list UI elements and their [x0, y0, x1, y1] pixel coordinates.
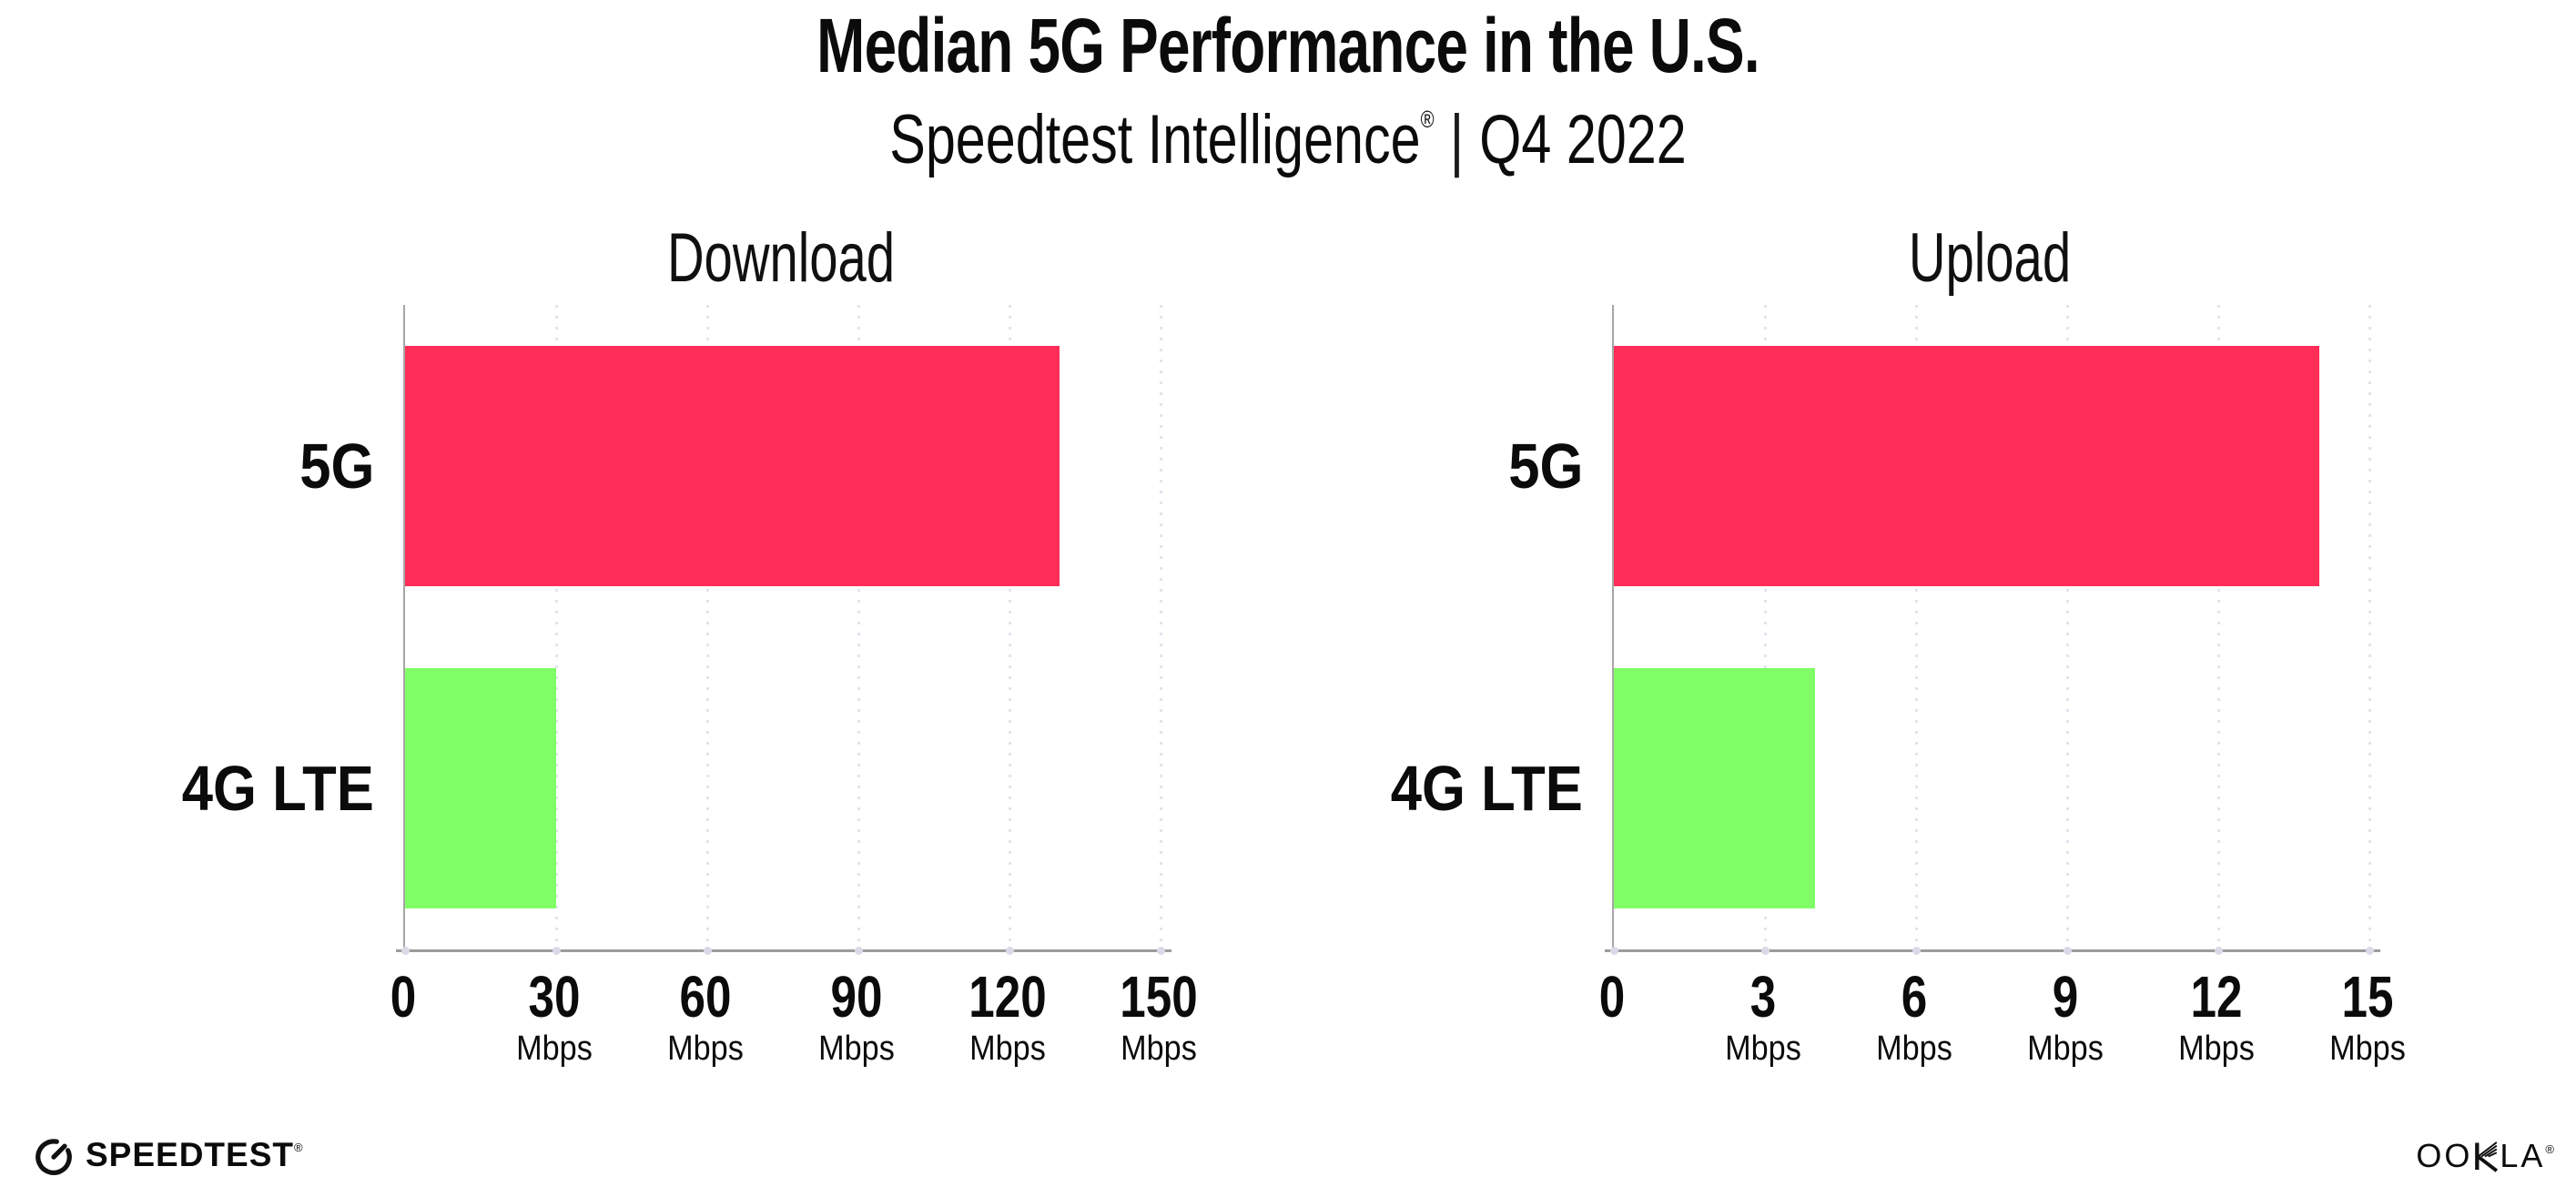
- subtitle-period: Q4 2022: [1479, 101, 1687, 178]
- upload-x-axis-ticks: 0 3 Mbps 6 Mbps 9 Mbps 12 Mbps 15 Mbps: [1599, 967, 2406, 1094]
- axis-tick-dot-120: [1005, 947, 1014, 955]
- 5g-download-bar: [405, 346, 1060, 586]
- tick-value-150: 150: [1120, 964, 1198, 1030]
- download-x-axis-line: [396, 949, 1171, 952]
- gridline-9-mbps: [2065, 305, 2069, 949]
- page-title: Median 5G Performance in the U.S.: [816, 3, 1760, 88]
- axis-tick-dot-6: [1912, 947, 1921, 955]
- gridline-3-mbps: [1763, 305, 1767, 949]
- speedtest-logo: SPEEDTEST®: [33, 1134, 304, 1176]
- subtitle: Speedtest Intelligence® | Q4 2022: [283, 100, 2292, 179]
- tick-value-60: 60: [679, 964, 732, 1030]
- gridline-12-mbps: [2216, 305, 2220, 949]
- gridline-15-mbps: [2368, 305, 2371, 949]
- tick-value-0: 0: [390, 964, 417, 1030]
- tick-label-60: 60 Mbps: [633, 967, 778, 1069]
- tick-label-15: 15 Mbps: [2295, 967, 2440, 1069]
- tick-label-9: 9 Mbps: [1993, 967, 2138, 1069]
- axis-tick-dot-0: [1609, 947, 1618, 955]
- tick-value-90: 90: [830, 964, 883, 1030]
- upload-chart-title: Upload: [1908, 219, 2072, 297]
- tick-unit-label: Mbps: [1121, 1030, 1197, 1068]
- tick-label-0: 0: [1539, 967, 1685, 1027]
- tick-label-120: 120 Mbps: [935, 967, 1080, 1069]
- tick-unit-label: Mbps: [516, 1030, 593, 1068]
- axis-tick-dot-60: [703, 947, 712, 955]
- tick-label-150: 150 Mbps: [1086, 967, 1232, 1069]
- 4g-lte-download-bar: [405, 668, 556, 908]
- download-chart: Download 5G 4G LTE 0 30 Mbps 60 Mbps 90 Mbps 120…: [130, 218, 1268, 1147]
- tick-label-30: 30 Mbps: [482, 967, 627, 1069]
- tick-value-6: 6: [1901, 964, 1928, 1030]
- axis-tick-dot-90: [854, 947, 863, 955]
- ookla-logo: OO LA ®: [2416, 1138, 2554, 1174]
- subtitle-brand: Speedtest Intelligence: [889, 101, 1421, 178]
- speedtest-label: SPEEDTEST: [86, 1136, 294, 1173]
- tick-unit-label: Mbps: [1876, 1030, 1952, 1068]
- axis-tick-dot-12: [2214, 947, 2223, 955]
- speedtest-gauge-icon: [33, 1134, 75, 1176]
- speedtest-wordmark: SPEEDTEST®: [86, 1134, 304, 1176]
- tick-label-90: 90 Mbps: [784, 967, 929, 1069]
- tick-value-3: 3: [1749, 964, 1777, 1030]
- axis-tick-dot-150: [1156, 947, 1165, 955]
- gridline-60-mbps: [705, 305, 709, 949]
- tick-value-30: 30: [528, 964, 581, 1030]
- speedtest-registered-mark: ®: [294, 1141, 304, 1154]
- gridline-120-mbps: [1008, 305, 1011, 949]
- upload-x-axis-line: [1605, 949, 2380, 952]
- download-plot-area: [396, 305, 1171, 955]
- category-label-4g-lte: 4G LTE: [181, 753, 374, 824]
- tick-label-12: 12 Mbps: [2144, 967, 2289, 1069]
- axis-tick-dot-15: [2365, 947, 2374, 955]
- tick-value-9: 9: [2052, 964, 2079, 1030]
- ookla-k-icon: [2473, 1140, 2499, 1172]
- tick-value-12: 12: [2190, 964, 2243, 1030]
- download-chart-title: Download: [666, 219, 896, 297]
- subtitle-separator: |: [1449, 101, 1465, 178]
- axis-tick-dot-30: [552, 947, 561, 955]
- tick-label-6: 6 Mbps: [1841, 967, 1987, 1069]
- download-x-axis-ticks: 0 30 Mbps 60 Mbps 90 Mbps 120 Mbps 150 Mbps: [390, 967, 1198, 1094]
- tick-unit-label: Mbps: [667, 1030, 744, 1068]
- tick-label-0: 0: [330, 967, 476, 1027]
- category-label-5g: 5G: [1507, 431, 1583, 502]
- gridline-6-mbps: [1914, 305, 1918, 949]
- category-label-4g-lte: 4G LTE: [1390, 753, 1583, 824]
- tick-unit-label: Mbps: [969, 1030, 1046, 1068]
- upload-chart: Upload 5G 4G LTE 0 3 Mbps 6 Mbps 9 Mbps 12 Mbps 15…: [1339, 218, 2477, 1147]
- ookla-registered-mark: ®: [2545, 1141, 2554, 1156]
- tick-value-15: 15: [2341, 964, 2394, 1030]
- axis-tick-dot-3: [1760, 947, 1770, 955]
- download-category-labels: 5G 4G LTE: [130, 305, 374, 949]
- gridline-90-mbps: [857, 305, 860, 949]
- axis-tick-dot-0: [401, 947, 410, 955]
- tick-unit-label: Mbps: [1725, 1030, 1801, 1068]
- 5g-upload-bar: [1614, 346, 2319, 586]
- tick-unit-label: Mbps: [2329, 1030, 2406, 1068]
- tick-unit-label: Mbps: [818, 1030, 895, 1068]
- tick-unit-label: Mbps: [2178, 1030, 2255, 1068]
- ookla-wordmark-left: OO: [2416, 1137, 2473, 1174]
- gridline-30-mbps: [554, 305, 558, 949]
- tick-label-3: 3 Mbps: [1690, 967, 1836, 1069]
- tick-unit-label: Mbps: [2027, 1030, 2104, 1068]
- ookla-wordmark-right: LA: [2500, 1137, 2546, 1174]
- tick-value-120: 120: [969, 964, 1047, 1030]
- registered-trademark-mark: ®: [1420, 106, 1435, 133]
- category-label-5g: 5G: [299, 431, 374, 502]
- upload-plot-area: [1605, 305, 2380, 955]
- gridline-150-mbps: [1159, 305, 1162, 949]
- 4g-lte-upload-bar: [1614, 668, 1816, 908]
- tick-value-0: 0: [1598, 964, 1626, 1030]
- axis-tick-dot-9: [2063, 947, 2072, 955]
- upload-category-labels: 5G 4G LTE: [1339, 305, 1583, 949]
